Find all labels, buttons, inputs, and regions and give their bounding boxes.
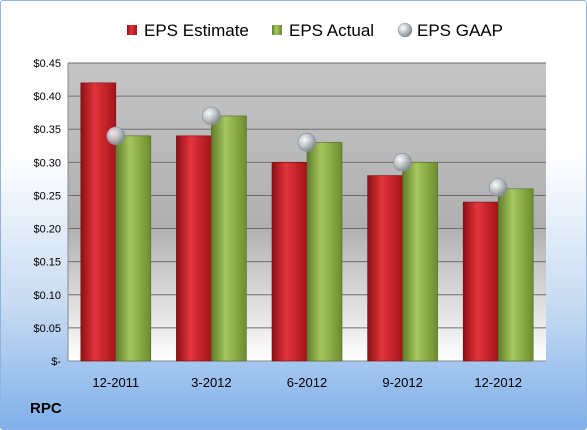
x-tick-label: 12-2011 [92, 375, 139, 390]
marker-eps-gaap [202, 106, 221, 126]
y-tick-label: $0.35 [33, 124, 61, 136]
y-tick-label: $0.20 [33, 224, 61, 236]
legend-label: EPS Actual [289, 21, 374, 40]
bar-eps-estimate [80, 82, 117, 362]
legend-swatch [397, 22, 413, 38]
bar-eps-actual [211, 115, 247, 362]
marker-eps-gaap [106, 126, 126, 146]
legend-label: EPS Estimate [144, 21, 249, 40]
bar-eps-actual [306, 142, 343, 362]
marker-eps-gaap [297, 133, 317, 152]
bar-eps-actual [115, 135, 152, 362]
bar-eps-estimate [271, 162, 308, 362]
legend-label: EPS GAAP [417, 21, 503, 40]
bar-eps-estimate [462, 201, 499, 362]
y-tick-label: $0.25 [33, 190, 61, 202]
x-tick-label: 9-2012 [382, 375, 422, 390]
marker-eps-gaap [488, 178, 508, 197]
bar-eps-actual [497, 188, 534, 362]
y-tick-label: $0.40 [33, 91, 61, 103]
y-tick-label: $0.10 [33, 290, 61, 302]
legend-swatch [127, 25, 137, 35]
plot-area: $- $0.05 $0.10 $0.15 $0.20 $0.25 $0.30 $0.35 $0.… [33, 58, 546, 390]
y-tick-label: $0.45 [33, 58, 61, 70]
x-tick-label: 12-2012 [474, 375, 522, 390]
y-tick-label: $0.05 [33, 323, 61, 335]
marker-eps-gaap [393, 153, 412, 172]
legend-swatch [272, 25, 282, 35]
x-tick-label: 3-2012 [191, 375, 231, 390]
bar-eps-actual [402, 162, 438, 362]
y-tick-label: $0.30 [33, 157, 61, 169]
bar-eps-estimate [367, 175, 403, 362]
bar-eps-estimate [176, 135, 212, 362]
legend: EPS Estimate EPS Actual EPS GAAP [127, 21, 503, 40]
y-tick-label: $0.15 [33, 257, 61, 269]
x-tick-label: 6-2012 [287, 375, 327, 390]
ticker-label: RPC [30, 400, 62, 417]
y-tick-label: $- [51, 356, 61, 368]
